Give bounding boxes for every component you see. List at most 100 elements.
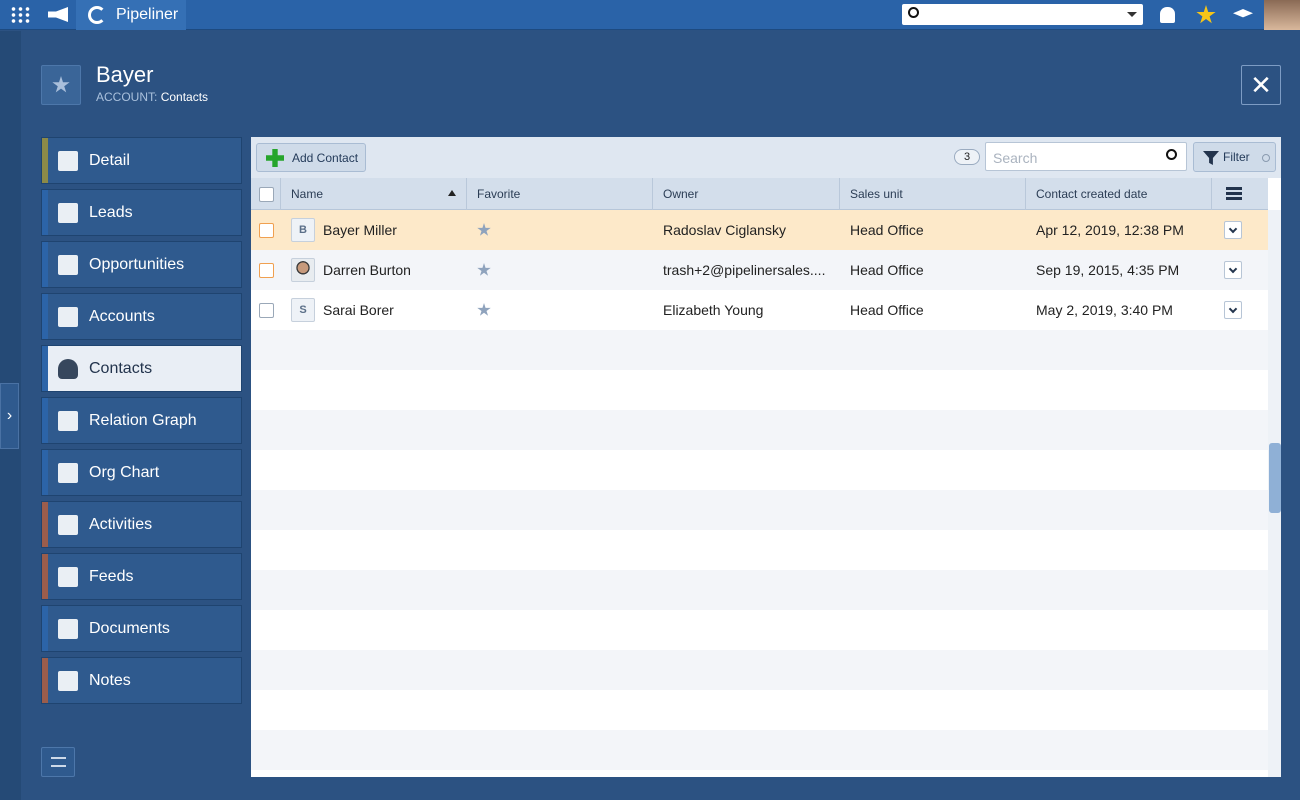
column-header[interactable]: Favorite [467, 178, 653, 210]
nav-item[interactable]: Activities [41, 501, 242, 548]
nav-item[interactable]: Leads [41, 189, 242, 236]
add-contact-button[interactable]: Add Contact [256, 143, 366, 172]
row-checkbox[interactable] [259, 222, 274, 238]
global-search[interactable] [902, 4, 1143, 25]
table-row[interactable]: B Bayer Miller Radoslav Ciglansky Head Offi… [251, 210, 1268, 250]
table-row[interactable]: Darren Burton trash+2@pipelinersales.... H… [251, 250, 1268, 290]
created-date: May 2, 2019, 3:40 PM [1036, 302, 1173, 318]
column-label: Name [291, 187, 324, 201]
cell [251, 290, 274, 330]
search-input[interactable]: Search [985, 142, 1187, 171]
select-all-checkbox[interactable] [259, 186, 274, 202]
nav-accent [42, 190, 48, 235]
filter-icon [1203, 151, 1219, 165]
star-icon [52, 76, 70, 93]
menu-button[interactable] [41, 747, 75, 777]
sales-unit: Head Office [850, 302, 924, 318]
nav-icon [58, 203, 78, 223]
search-icon [908, 7, 919, 18]
column-header[interactable]: Sales unit [840, 178, 1026, 210]
column-header[interactable]: Contact created date [1026, 178, 1212, 210]
empty-row [251, 530, 1268, 570]
nav-item[interactable]: Opportunities [41, 241, 242, 288]
cell: S Sarai Borer [281, 290, 394, 330]
nav-label: Leads [89, 203, 133, 221]
nav-accent [42, 606, 48, 651]
nav-item[interactable]: Org Chart [41, 449, 242, 496]
nav-icon [58, 255, 78, 275]
column-header[interactable]: Name [281, 178, 467, 210]
favorite-button[interactable] [41, 65, 81, 105]
column-settings[interactable] [1212, 178, 1268, 210]
nav-accent [42, 398, 48, 443]
chevron [1228, 224, 1238, 234]
nav-accent [42, 138, 48, 183]
nav-item[interactable]: Notes [41, 657, 242, 704]
sales-unit: Head Office [850, 262, 924, 278]
favorite-star[interactable] [477, 303, 491, 316]
expand-sidebar[interactable]: › [0, 383, 19, 449]
brand[interactable]: Pipeliner [76, 0, 186, 30]
table-header: Name Favorite Owner Sales unit Contact creat… [251, 178, 1268, 210]
favorites-icon[interactable] [1196, 5, 1216, 24]
nav-label: Accounts [89, 307, 155, 325]
table-row[interactable]: S Sarai Borer Elizabeth Young Head Office Ma… [251, 290, 1268, 330]
nav-item[interactable]: Detail [41, 137, 242, 184]
filter-button[interactable]: Filter [1193, 142, 1276, 172]
cell [1212, 250, 1242, 290]
contact-name[interactable]: Darren Burton [323, 262, 411, 278]
nav-label: Contacts [89, 359, 153, 377]
row-checkbox[interactable] [259, 262, 274, 278]
cell: Darren Burton [281, 250, 411, 290]
apps-icon[interactable] [10, 6, 30, 24]
cell [467, 210, 491, 250]
nav-label: Relation Graph [89, 411, 197, 429]
breadcrumb: ACCOUNT: Contacts [96, 90, 208, 104]
column-header[interactable]: Owner [653, 178, 840, 210]
nav-item[interactable]: Documents [41, 605, 242, 652]
contact-avatar [291, 258, 315, 282]
row-menu[interactable] [1224, 301, 1242, 319]
nav-icon [58, 307, 78, 327]
contact-name[interactable]: Bayer Miller [323, 222, 397, 238]
nav-accent [42, 502, 48, 547]
column-label: Favorite [477, 187, 521, 201]
brand-logo [88, 6, 106, 24]
academy-icon[interactable] [1233, 9, 1253, 18]
user-avatar[interactable] [1264, 0, 1300, 30]
row-menu[interactable] [1224, 261, 1242, 279]
contact-name[interactable]: Sarai Borer [323, 302, 394, 318]
panel-handle[interactable] [1269, 443, 1281, 513]
nav-accent [42, 658, 48, 703]
nav-icon [58, 411, 78, 431]
row-checkbox[interactable] [259, 302, 274, 318]
close-button[interactable]: ✕ [1241, 65, 1281, 105]
sales-unit: Head Office [850, 222, 924, 238]
nav-item[interactable]: Relation Graph [41, 397, 242, 444]
record-count: 3 [954, 149, 980, 165]
empty-row [251, 370, 1268, 410]
empty-row [251, 410, 1268, 450]
nav-item[interactable]: Accounts [41, 293, 242, 340]
empty-row [251, 490, 1268, 530]
announcements-icon[interactable] [48, 7, 68, 22]
nav-item[interactable]: Contacts [41, 345, 242, 392]
notifications-icon[interactable] [1160, 7, 1175, 23]
row-menu[interactable] [1224, 221, 1242, 239]
breadcrumb-value: Contacts [160, 90, 209, 104]
search-icon [1166, 149, 1177, 160]
nav-accent [42, 554, 48, 599]
nav-icon [58, 619, 78, 639]
nav-accent [42, 346, 48, 391]
favorite-star[interactable] [477, 223, 491, 236]
nav-icon [58, 671, 78, 691]
owner: trash+2@pipelinersales.... [663, 262, 826, 278]
favorite-star[interactable] [477, 263, 491, 276]
nav-item[interactable]: Feeds [41, 553, 242, 600]
empty-row [251, 650, 1268, 690]
brand-name: Pipeliner [116, 6, 179, 23]
nav-icon [58, 359, 78, 379]
empty-row [251, 330, 1268, 370]
cell [251, 210, 274, 250]
